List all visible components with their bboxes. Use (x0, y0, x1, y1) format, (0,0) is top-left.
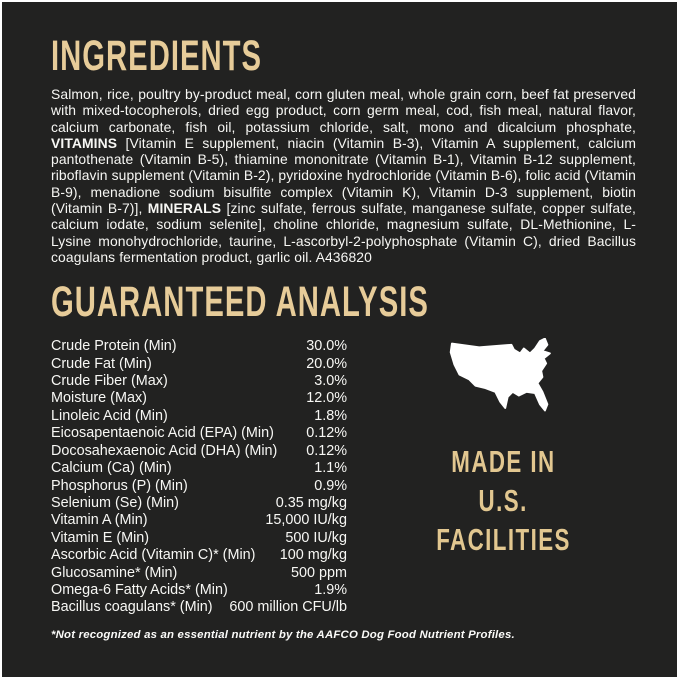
usa-map-icon (449, 338, 551, 412)
nutrient-label: Moisture (Max) (51, 390, 147, 407)
nutrient-value: 12.0% (306, 390, 347, 407)
table-row: Calcium (Ca) (Min) 1.1% (51, 460, 347, 477)
guaranteed-analysis-table: Crude Protein (Min) 30.0% Crude Fat (Min)… (51, 338, 347, 617)
nutrient-label: Bacillus coagulans* (Min) (51, 599, 213, 616)
nutrient-label: Ascorbic Acid (Vitamin C)* (Min) (51, 547, 256, 564)
nutrient-value: 500 IU/kg (285, 529, 347, 546)
nutrient-value: 0.12% (306, 425, 347, 442)
table-row: Crude Protein (Min) 30.0% (51, 338, 347, 355)
nutrient-value: 20.0% (306, 355, 347, 372)
table-row: Linoleic Acid (Min) 1.8% (51, 408, 347, 425)
nutrient-label: Linoleic Acid (Min) (51, 407, 168, 424)
nutrient-value: 0.12% (306, 442, 347, 459)
nutrient-value: 0.9% (314, 477, 347, 494)
guaranteed-analysis-heading: GUARANTEED ANALYSIS (51, 278, 632, 326)
nutrient-value: 600 million CFU/lb (229, 599, 347, 616)
table-row: Eicosapentaenoic Acid (EPA) (Min) 0.12% (51, 425, 347, 442)
made-in-us-section: MADE IN U.S. FACILITIES (375, 338, 632, 617)
aafco-footnote: *Not recognized as an essential nutrient… (51, 628, 515, 641)
nutrient-label: Glucosamine* (Min) (51, 564, 178, 581)
nutrient-value: 100 mg/kg (279, 547, 347, 564)
made-in-us-text: MADE IN U.S. FACILITIES (410, 442, 597, 559)
nutrient-label: Eicosapentaenoic Acid (EPA) (Min) (51, 425, 274, 442)
nutrient-label: Calcium (Ca) (Min) (51, 460, 172, 477)
table-row: Vitamin A (Min) 15,000 IU/kg (51, 512, 347, 529)
made-in-line-3: FACILITIES (436, 522, 571, 558)
table-row: Crude Fiber (Max) 3.0% (51, 373, 347, 390)
made-in-line-2: U.S. (478, 483, 529, 519)
table-row: Vitamin E (Min) 500 IU/kg (51, 530, 347, 547)
nutrient-value: 1.9% (314, 581, 347, 598)
table-row: Omega-6 Fatty Acids* (Min) 1.9% (51, 582, 347, 599)
nutrient-value: 500 ppm (290, 564, 347, 581)
ingredients-segment-3: [zinc sulfate, ferrous sulfate, manganes… (51, 200, 636, 265)
nutrient-label: Crude Fiber (Max) (51, 373, 168, 390)
table-row: Moisture (Max) 12.0% (51, 390, 347, 407)
ingredients-paragraph: Salmon, rice, poultry by-product meal, c… (51, 86, 636, 265)
nutrient-label: Docosahexaenoic Acid (DHA) (Min) (51, 442, 278, 459)
table-row: Crude Fat (Min) 20.0% (51, 356, 347, 373)
nutrient-label: Vitamin A (Min) (51, 512, 148, 529)
nutrient-value: 0.35 mg/kg (275, 494, 347, 511)
nutrient-label: Selenium (Se) (Min) (51, 494, 179, 511)
guaranteed-analysis-heading-text: GUARANTEED ANALYSIS (51, 278, 429, 327)
nutrient-value: 1.8% (314, 407, 347, 424)
minerals-label: MINERALS (147, 200, 222, 217)
made-in-line-1: MADE IN (451, 444, 556, 480)
nutrient-label: Phosphorus (P) (Min) (51, 477, 188, 494)
ingredients-segment-1: Salmon, rice, poultry by-product meal, c… (51, 86, 636, 135)
nutrient-value: 30.0% (306, 338, 347, 355)
nutrient-label: Vitamin E (Min) (51, 529, 150, 546)
table-row: Bacillus coagulans* (Min) 600 million CFU… (51, 599, 347, 616)
nutrient-value: 3.0% (314, 373, 347, 390)
nutrient-label: Crude Fat (Min) (51, 355, 152, 372)
ingredients-heading-text: INGREDIENTS (51, 32, 263, 80)
nutrient-value: 15,000 IU/kg (265, 512, 347, 529)
nutrient-label: Crude Protein (Min) (51, 338, 177, 355)
ingredients-segment-2: [Vitamin E supplement, niacin (Vitamin B… (51, 134, 636, 217)
table-row: Phosphorus (P) (Min) 0.9% (51, 478, 347, 495)
table-row: Ascorbic Acid (Vitamin C)* (Min) 100 mg/k… (51, 547, 347, 564)
analysis-and-origin-row: Crude Protein (Min) 30.0% Crude Fat (Min)… (51, 338, 632, 617)
ingredients-heading: INGREDIENTS (51, 32, 632, 80)
nutrient-label: Omega-6 Fatty Acids* (Min) (51, 581, 228, 598)
table-row: Glucosamine* (Min) 500 ppm (51, 565, 347, 582)
nutrient-value: 1.1% (314, 460, 347, 477)
table-row: Docosahexaenoic Acid (DHA) (Min) 0.12% (51, 443, 347, 460)
vitamins-label: VITAMINS (51, 134, 118, 151)
table-row: Selenium (Se) (Min) 0.35 mg/kg (51, 495, 347, 512)
